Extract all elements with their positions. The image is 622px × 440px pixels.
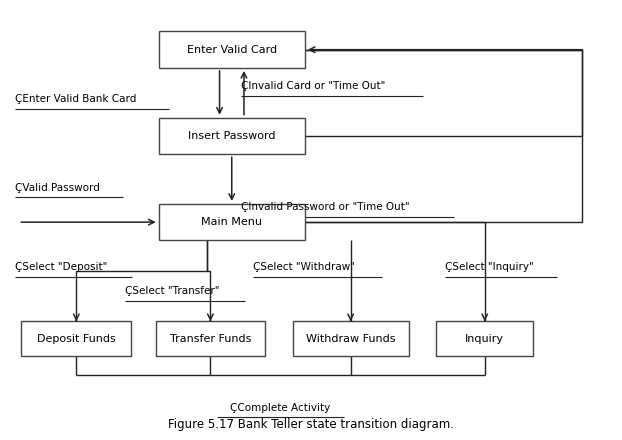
Text: Transfer Funds: Transfer Funds <box>170 334 251 344</box>
Text: Inquiry: Inquiry <box>465 334 504 344</box>
Text: Enter Valid Card: Enter Valid Card <box>187 45 277 55</box>
FancyBboxPatch shape <box>156 321 266 356</box>
Text: Deposit Funds: Deposit Funds <box>37 334 116 344</box>
FancyBboxPatch shape <box>159 31 305 68</box>
FancyBboxPatch shape <box>436 321 534 356</box>
Text: ÇSelect "Inquiry": ÇSelect "Inquiry" <box>445 262 534 272</box>
Text: ÇSelect "Transfer": ÇSelect "Transfer" <box>125 286 220 296</box>
Text: ÇComplete Activity: ÇComplete Activity <box>230 403 331 413</box>
Text: ÇSelect "Deposit": ÇSelect "Deposit" <box>16 262 108 272</box>
FancyBboxPatch shape <box>159 117 305 154</box>
Text: ÇValid Password: ÇValid Password <box>16 183 100 193</box>
FancyBboxPatch shape <box>293 321 409 356</box>
FancyBboxPatch shape <box>159 204 305 241</box>
FancyBboxPatch shape <box>21 321 131 356</box>
Text: Insert Password: Insert Password <box>188 131 276 141</box>
Text: Withdraw Funds: Withdraw Funds <box>306 334 396 344</box>
Text: ÇSelect "Withdraw": ÇSelect "Withdraw" <box>253 262 355 272</box>
Text: ÇInvalid Password or "Time Out": ÇInvalid Password or "Time Out" <box>241 202 409 212</box>
Text: Figure 5.17 Bank Teller state transition diagram.: Figure 5.17 Bank Teller state transition… <box>168 418 454 431</box>
Text: ÇInvalid Card or "Time Out": ÇInvalid Card or "Time Out" <box>241 81 385 92</box>
Text: ÇEnter Valid Bank Card: ÇEnter Valid Bank Card <box>16 94 137 104</box>
Text: Main Menu: Main Menu <box>202 217 262 227</box>
